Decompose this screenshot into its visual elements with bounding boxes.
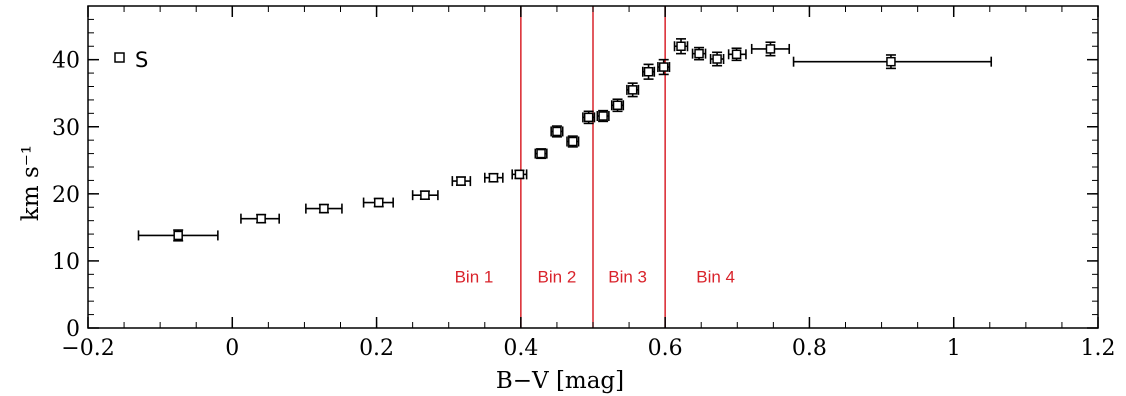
data-point <box>305 203 343 214</box>
x-tick-label: 0.4 <box>503 336 538 361</box>
y-tick-label: 40 <box>52 49 80 74</box>
square-marker <box>627 85 638 95</box>
data-point <box>657 58 671 76</box>
data-point <box>511 169 528 180</box>
square-marker <box>319 203 329 214</box>
data-point <box>566 135 580 148</box>
y-tick-label: 0 <box>66 317 80 342</box>
legend-marker-square <box>114 52 125 63</box>
square-marker <box>514 169 525 180</box>
x-tick-label: 1.2 <box>1081 336 1116 361</box>
x-tick-label: 0.8 <box>792 336 827 361</box>
square-marker <box>173 230 183 241</box>
square-marker <box>456 176 466 186</box>
square-marker <box>676 41 686 51</box>
data-point <box>727 47 747 62</box>
data-point <box>550 125 564 138</box>
y-tick-label: 10 <box>52 250 80 275</box>
square-marker <box>420 190 430 200</box>
data-point <box>240 213 280 224</box>
bin-label: Bin 1 <box>455 267 494 286</box>
y-tick-label: 30 <box>52 116 80 141</box>
legend-label: S <box>135 48 148 72</box>
bin-label: Bin 3 <box>608 267 647 286</box>
data-point <box>626 82 640 98</box>
bin-label: Bin 4 <box>696 267 735 286</box>
x-tick-label: 0.2 <box>359 336 394 361</box>
square-marker <box>731 49 742 60</box>
data-point <box>673 38 689 55</box>
data-point <box>792 54 993 70</box>
data-point <box>750 41 791 57</box>
square-marker <box>694 48 704 59</box>
square-marker <box>658 62 669 72</box>
x-tick-label: −0.2 <box>61 336 114 361</box>
data-point <box>691 46 707 61</box>
data-point <box>451 176 472 187</box>
data-point <box>641 63 656 80</box>
x-tick-label: 0 <box>225 336 239 361</box>
square-marker <box>488 172 499 183</box>
square-marker <box>568 136 578 147</box>
square-marker <box>583 112 594 123</box>
square-marker <box>552 126 562 137</box>
data-point <box>610 98 625 113</box>
x-axis-label: B−V [mag] <box>496 368 624 394</box>
square-marker <box>256 213 266 224</box>
data-point <box>596 109 610 123</box>
y-axis-label: km s⁻¹ <box>18 145 44 221</box>
square-marker <box>643 66 654 77</box>
x-tick-label: 0.6 <box>648 336 683 361</box>
data-point <box>362 197 394 208</box>
square-marker <box>598 111 608 121</box>
data-point <box>411 190 439 201</box>
square-marker <box>765 44 776 54</box>
x-tick-label: 1 <box>947 336 961 361</box>
data-point <box>483 172 504 183</box>
square-marker <box>612 100 623 111</box>
data-point <box>534 148 548 160</box>
legend: S <box>114 48 148 72</box>
data-point <box>137 229 219 242</box>
bin-label: Bin 2 <box>538 267 577 286</box>
data-point <box>709 51 725 67</box>
square-marker <box>712 54 722 64</box>
square-marker <box>373 197 384 208</box>
data-point <box>582 110 596 125</box>
data-points <box>137 38 993 242</box>
bin-labels: Bin 1 Bin 2 Bin 3 Bin 4 <box>455 267 735 286</box>
square-marker <box>536 148 546 159</box>
y-tick-label: 20 <box>52 183 80 208</box>
square-marker <box>886 56 896 67</box>
